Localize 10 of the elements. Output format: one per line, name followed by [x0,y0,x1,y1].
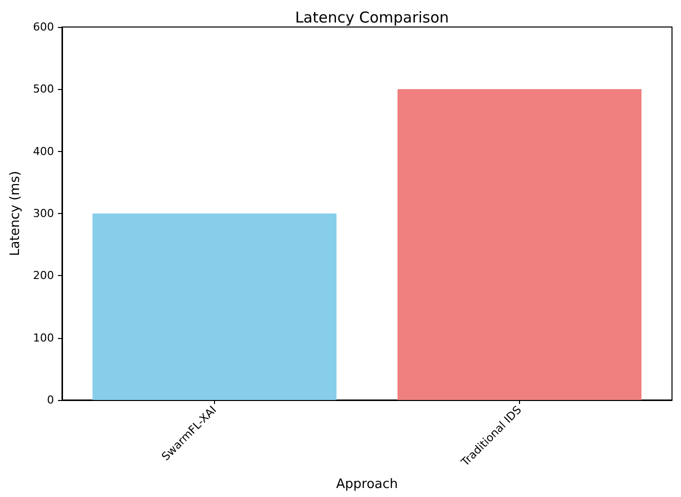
y-tick-label: 600 [33,20,54,34]
y-tick-label: 0 [47,394,54,406]
y-tick-label: 200 [33,269,54,282]
y-tick-label: 300 [33,207,54,220]
chart-title: Latency Comparison [295,8,449,26]
y-tick-label: 100 [33,331,54,344]
y-tick-label: 400 [33,144,54,158]
x-axis-title: Approach [336,477,398,492]
y-tick-label: 500 [33,82,54,96]
y-axis-title: Latency (ms) [8,170,24,256]
